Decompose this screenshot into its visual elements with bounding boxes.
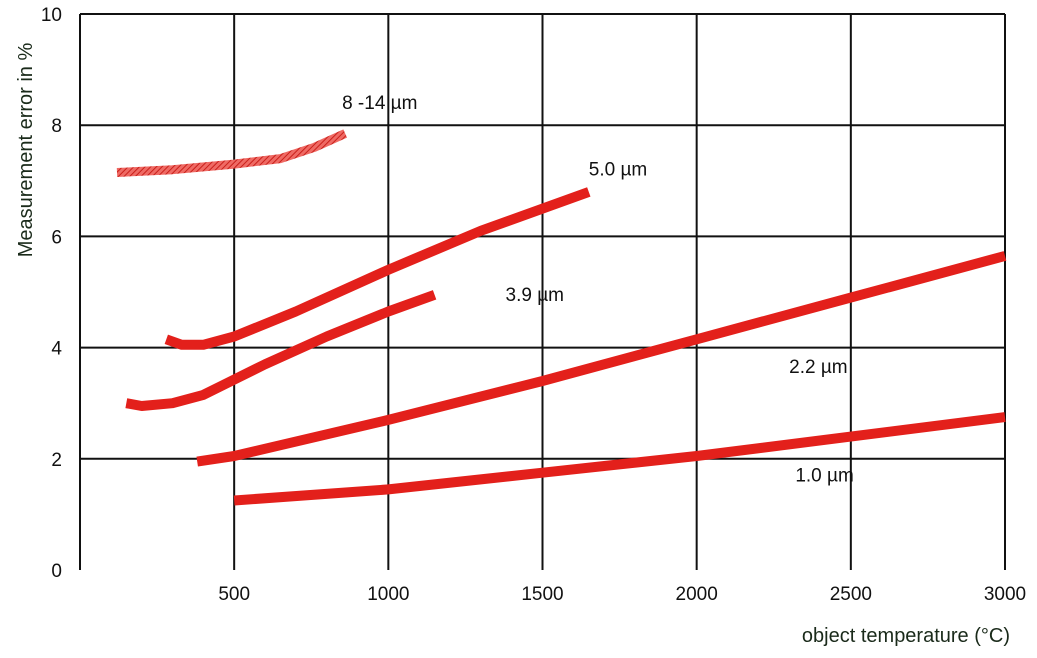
x-tick-label: 1000 [367, 584, 409, 605]
series-line [125, 290, 437, 411]
x-tick-label: 2000 [676, 584, 718, 605]
x-tick-label: 500 [218, 584, 250, 605]
grid [79, 13, 1006, 570]
y-tick-label: 4 [51, 339, 62, 360]
tick-labels: 0 2 4 6 8 10 500 1000 1500 2000 2500 3000 [41, 5, 1026, 605]
series-line [164, 187, 591, 350]
x-tick-label: 3000 [984, 584, 1026, 605]
series-label: 3.9 µm [506, 285, 564, 306]
series-labels: 8 -14 µm 5.0 µm 3.9 µm 2.2 µm 1.0 µm [342, 93, 854, 487]
y-axis-title: Measurement error in % [15, 43, 37, 258]
x-tick-label: 1500 [521, 584, 563, 605]
x-axis-title: object temperature (°C) [802, 625, 1010, 647]
y-tick-label: 0 [51, 561, 62, 582]
y-tick-label: 8 [51, 116, 62, 137]
y-tick-label: 6 [51, 227, 62, 248]
x-tick-label: 2500 [830, 584, 872, 605]
series-label: 2.2 µm [789, 357, 847, 378]
series-label: 1.0 µm [795, 465, 853, 486]
series-label: 5.0 µm [589, 160, 647, 181]
series-line [116, 129, 348, 177]
series-line [196, 251, 1007, 467]
y-tick-label: 2 [51, 450, 62, 471]
series-lines [116, 129, 1007, 506]
series-label: 8 -14 µm [342, 93, 417, 114]
series-line [233, 412, 1006, 506]
y-tick-label: 10 [41, 5, 62, 26]
